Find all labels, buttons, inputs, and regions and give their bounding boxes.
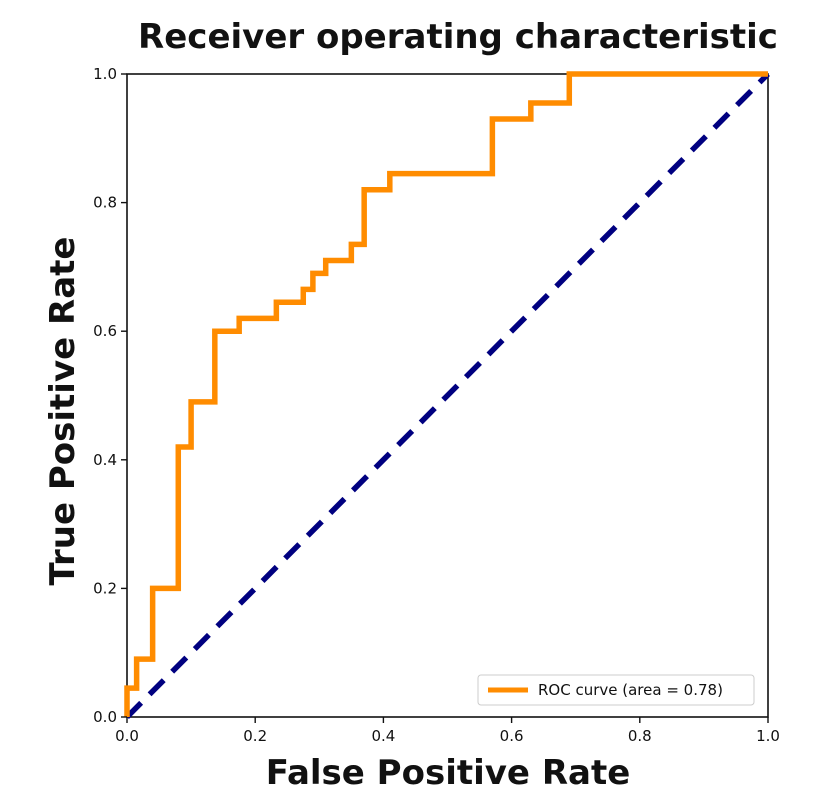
x-tick-label: 0.0 [115,727,139,745]
x-tick-label: 0.4 [371,727,395,745]
y-tick-label: 0.4 [93,451,117,469]
roc-curve-line [124,71,768,717]
y-tick-label: 0.0 [93,708,117,726]
x-axis-label: False Positive Rate [266,753,631,787]
x-tick-label: 0.6 [500,727,524,745]
axes-frame [126,73,769,718]
x-axis-ticks: 0.0 0.2 0.4 0.6 0.8 1.0 [115,717,780,745]
legend-entry-roc: ROC curve (area = 0.78) [538,681,723,699]
plot-area: 0.0 0.2 0.4 0.6 0.8 1.0 0.0 0.2 0.4 0.6 0.8 1.0 [93,65,780,745]
x-tick-label: 1.0 [756,727,780,745]
series-layer [124,71,770,719]
y-axis-label: True Positive Rate [43,237,83,586]
y-tick-label: 0.2 [93,579,117,597]
y-tick-label: 1.0 [93,65,117,83]
legend-box [477,674,755,706]
x-tick-label: 0.8 [628,727,652,745]
y-axis-ticks: 0.0 0.2 0.4 0.6 0.8 1.0 [93,65,127,726]
chance-diagonal-line [125,72,770,719]
y-tick-label: 0.8 [93,194,117,212]
x-tick-label: 0.2 [243,727,267,745]
legend: ROC curve (area = 0.78) [477,674,755,706]
y-tick-label: 0.6 [93,322,117,340]
chart-title: Receiver operating characteristic [138,17,778,57]
